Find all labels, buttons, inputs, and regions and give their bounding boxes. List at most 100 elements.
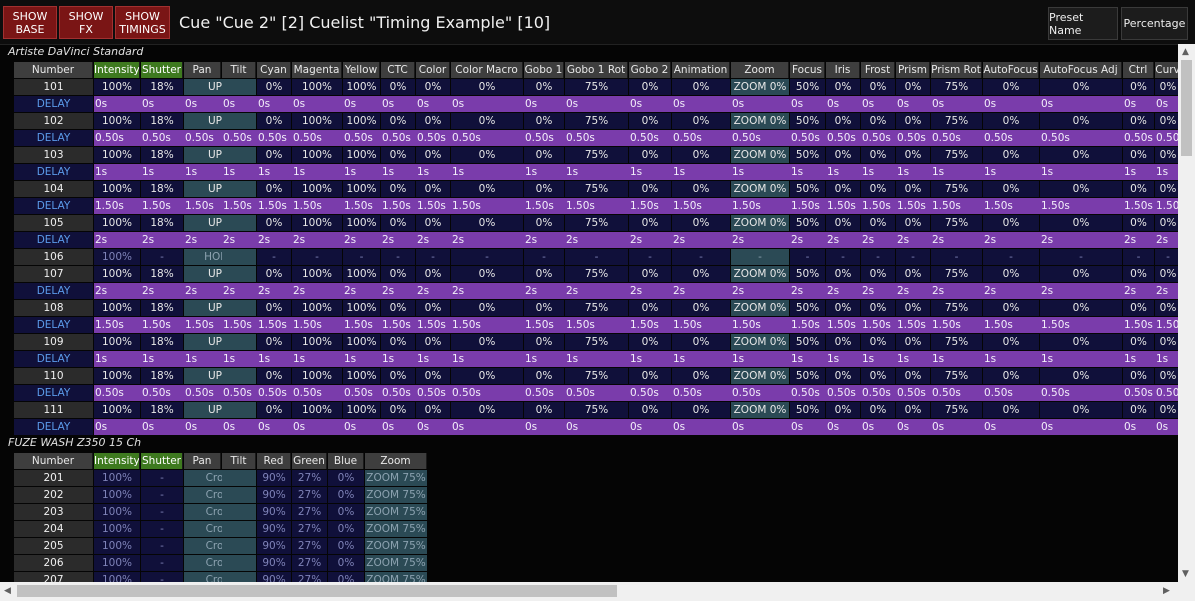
value-zoom[interactable]: ZOOM 0% (731, 215, 789, 231)
delay-value[interactable]: 2s (94, 232, 141, 248)
value-cyan[interactable]: 0% (257, 79, 291, 95)
delay-value[interactable]: 1.50s (731, 198, 790, 214)
column-header-intensity[interactable]: Intensity (94, 453, 140, 469)
delay-value[interactable]: 1.50s (1040, 198, 1123, 214)
delay-value[interactable]: 1s (672, 351, 731, 367)
value-intensity[interactable]: 100% (94, 504, 140, 520)
value-frost[interactable]: 0% (861, 215, 895, 231)
delay-value[interactable]: 1s (826, 164, 861, 180)
delay-value[interactable]: 0s (94, 419, 141, 435)
delay-value[interactable]: 1s (292, 164, 343, 180)
value-intensity[interactable]: 100% (94, 249, 140, 265)
delay-value[interactable]: 0s (416, 419, 451, 435)
value-curv[interactable]: 0% (1155, 334, 1178, 350)
delay-value[interactable]: 2s (94, 283, 141, 299)
delay-value[interactable]: 2s (896, 232, 931, 248)
delay-value[interactable]: 1s (524, 351, 565, 367)
value-color-macro[interactable]: 0% (451, 215, 523, 231)
delay-value[interactable]: 2s (1040, 232, 1123, 248)
value-gobo-1[interactable]: 0% (524, 113, 564, 129)
column-header-ctc[interactable]: CTC (381, 62, 415, 78)
value-gobo-2[interactable]: 0% (629, 368, 671, 384)
delay-value[interactable]: 0s (343, 96, 381, 112)
delay-value[interactable]: 1.50s (184, 317, 222, 333)
delay-value[interactable]: 0.50s (629, 385, 672, 401)
delay-label[interactable]: DELAY (14, 164, 93, 180)
value-intensity[interactable]: 100% (94, 113, 140, 129)
delay-value[interactable]: 0.50s (416, 385, 451, 401)
value-color-macro[interactable]: 0% (451, 266, 523, 282)
value-blue[interactable]: 0% (328, 555, 364, 571)
value-zoom[interactable]: ZOOM 0% (731, 300, 789, 316)
delay-value[interactable]: 0s (931, 419, 983, 435)
value-cyan[interactable]: 0% (257, 113, 291, 129)
tilt-value[interactable] (222, 402, 256, 418)
value-animation[interactable]: 0% (672, 368, 730, 384)
value-animation[interactable]: 0% (672, 181, 730, 197)
delay-value[interactable]: 1s (1155, 164, 1178, 180)
delay-value[interactable]: 0.50s (672, 385, 731, 401)
value-magenta[interactable]: 100% (292, 113, 342, 129)
value-intensity[interactable]: 100% (94, 368, 140, 384)
delay-value[interactable]: 0.50s (826, 385, 861, 401)
value-autofocus-adj[interactable]: 0% (1040, 368, 1122, 384)
delay-value[interactable]: 0.50s (1123, 130, 1155, 146)
delay-value[interactable]: 1.50s (292, 317, 343, 333)
delay-value[interactable]: 2s (184, 283, 222, 299)
delay-value[interactable]: 0.50s (826, 130, 861, 146)
value-prism-rot[interactable]: 75% (931, 300, 982, 316)
value-animation[interactable]: 0% (672, 266, 730, 282)
column-header-cyan[interactable]: Cyan (257, 62, 291, 78)
delay-value[interactable]: 1s (292, 351, 343, 367)
delay-value[interactable]: 1.50s (94, 198, 141, 214)
delay-value[interactable]: 0s (672, 96, 731, 112)
column-header-iris[interactable]: Iris (826, 62, 860, 78)
value-shutter[interactable]: 18% (141, 215, 183, 231)
value-cyan[interactable]: - (257, 249, 291, 265)
value-zoom[interactable]: ZOOM 0% (731, 79, 789, 95)
delay-value[interactable]: 0s (861, 419, 896, 435)
delay-value[interactable]: 0.50s (1155, 385, 1178, 401)
value-frost[interactable]: 0% (861, 113, 895, 129)
delay-value[interactable]: 0s (790, 96, 826, 112)
delay-value[interactable]: 0.50s (1123, 385, 1155, 401)
fixture-number[interactable]: 108 (14, 300, 93, 316)
preset-name-button[interactable]: Preset Name (1048, 7, 1118, 40)
delay-value[interactable]: 2s (257, 232, 292, 248)
value-shutter[interactable]: - (141, 470, 183, 486)
delay-value[interactable]: 1.50s (381, 317, 416, 333)
column-header-frost[interactable]: Frost (861, 62, 895, 78)
scroll-right-icon[interactable]: ▶ (1163, 586, 1170, 596)
delay-value[interactable]: 0.50s (381, 385, 416, 401)
value-curv[interactable]: 0% (1155, 215, 1178, 231)
delay-value[interactable]: 1s (896, 164, 931, 180)
delay-value[interactable]: 0.50s (141, 130, 184, 146)
value-yellow[interactable]: 100% (343, 402, 380, 418)
value-iris[interactable]: 0% (826, 368, 860, 384)
delay-value[interactable]: 0s (861, 96, 896, 112)
delay-value[interactable]: 1s (861, 164, 896, 180)
delay-value[interactable]: 0s (1040, 96, 1123, 112)
delay-value[interactable]: 0.50s (565, 130, 629, 146)
value-intensity[interactable]: 100% (94, 521, 140, 537)
delay-value[interactable]: 0.50s (672, 130, 731, 146)
delay-value[interactable]: 2s (451, 283, 524, 299)
value-color-macro[interactable]: 0% (451, 300, 523, 316)
delay-value[interactable]: 1.50s (983, 198, 1040, 214)
value-curv[interactable]: 0% (1155, 181, 1178, 197)
delay-value[interactable]: 1.50s (1155, 198, 1178, 214)
column-header-prism[interactable]: Prism (896, 62, 930, 78)
delay-value[interactable]: 1s (629, 164, 672, 180)
value-curv[interactable]: 0% (1155, 368, 1178, 384)
delay-value[interactable]: 1.50s (141, 198, 184, 214)
value-prism[interactable]: 0% (896, 266, 930, 282)
delay-value[interactable]: 0.50s (257, 385, 292, 401)
value-magenta[interactable]: 100% (292, 147, 342, 163)
delay-value[interactable]: 0.50s (983, 130, 1040, 146)
delay-value[interactable]: 1s (184, 351, 222, 367)
delay-value[interactable]: 2s (1040, 283, 1123, 299)
value-shutter[interactable]: 18% (141, 300, 183, 316)
delay-value[interactable]: 1s (790, 351, 826, 367)
delay-value[interactable]: 2s (931, 232, 983, 248)
value-blue[interactable]: 0% (328, 538, 364, 554)
